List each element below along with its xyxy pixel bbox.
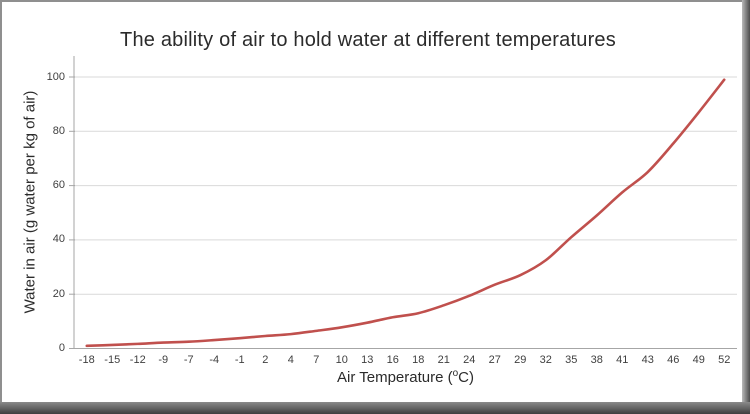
x-axis-title-unit: C) [458,369,474,386]
x-axis-title-text: Air Temperature ( [337,369,453,386]
x-tick-label-27: 27 [488,354,501,366]
x-tick-label-43: 43 [641,354,654,366]
x-tick-label-38: 38 [590,354,603,366]
x-tick-label-49: 49 [692,354,705,366]
x-tick-label-13: 13 [361,354,374,366]
x-tick-label-18: 18 [412,354,425,366]
x-tick-label-10: 10 [335,354,348,366]
x-tick-label-52: 52 [718,354,731,366]
y-tick-label-100: 100 [46,70,65,83]
x-tick-label--18: -18 [78,354,95,366]
y-tick-label-80: 80 [52,124,65,137]
x-tick-label-46: 46 [667,354,680,366]
x-tick-label--12: -12 [129,354,146,366]
x-tick-label-4: 4 [287,354,294,366]
x-tick-label-7: 7 [313,354,320,366]
data-series-line [85,78,726,348]
x-tick-label--9: -9 [158,354,169,366]
x-tick-label--7: -7 [183,354,194,366]
degree-superscript: o [452,368,459,379]
x-tick-label-29: 29 [514,354,527,366]
x-tick-label--1: -1 [234,354,245,366]
x-tick-label-41: 41 [616,354,629,366]
frame-border-bottom [0,402,750,414]
x-axis-title: Air Temperature (oC) [74,368,737,387]
frame-border-top [0,0,750,2]
x-tick-label-16: 16 [386,354,399,366]
x-tick-label-32: 32 [539,354,552,366]
x-tick-label-24: 24 [463,354,476,366]
y-tick-label-60: 60 [52,179,65,192]
chart-title: The ability of air to hold water at diff… [120,29,616,51]
frame-border-left [0,0,2,414]
x-tick-label--15: -15 [104,354,121,366]
y-tick-label-20: 20 [52,287,65,300]
x-tick-label--4: -4 [209,354,220,366]
x-tick-label-2: 2 [262,354,269,366]
x-tick-label-35: 35 [565,354,578,366]
y-tick-label-40: 40 [52,233,65,246]
y-tick-label-0: 0 [58,342,65,354]
frame-border-right [742,0,750,414]
x-tick-label-21: 21 [437,354,450,366]
